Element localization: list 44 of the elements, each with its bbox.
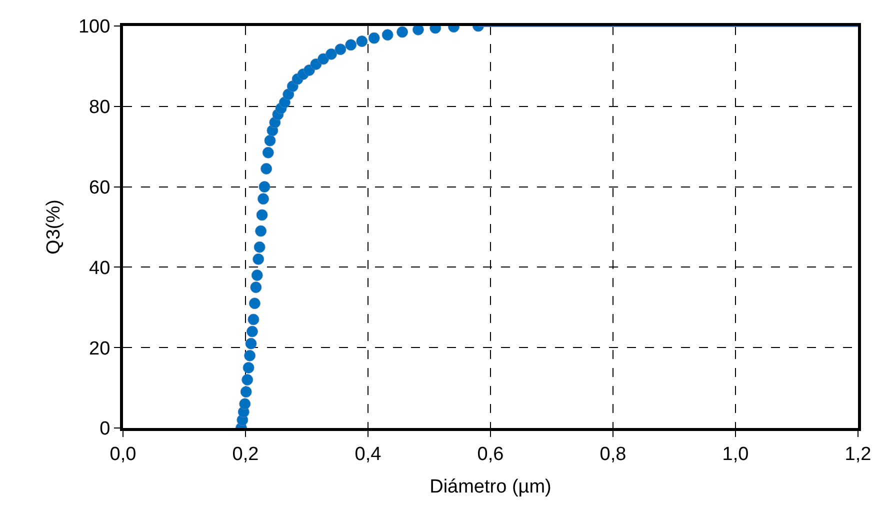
x-tick-label: 0,2 — [232, 444, 259, 465]
x-tick-label: 0,6 — [477, 444, 504, 465]
y-tick-label: 40 — [89, 258, 110, 279]
point — [345, 39, 357, 51]
point — [246, 326, 258, 338]
point — [326, 48, 337, 60]
point — [248, 314, 260, 326]
point — [356, 36, 368, 48]
x-tick-label: 1,2 — [844, 444, 872, 465]
point — [258, 193, 270, 205]
y-tick-label: 60 — [89, 177, 110, 198]
point — [396, 26, 408, 38]
point — [251, 269, 263, 281]
x-axis-title: Diámetro (µm) — [430, 476, 552, 498]
y-tick-label: 0 — [100, 418, 110, 440]
x-tick-label: 0,8 — [600, 444, 626, 465]
y-tick-label: 80 — [89, 97, 110, 118]
point — [264, 134, 276, 146]
point — [242, 362, 254, 374]
point — [412, 26, 424, 36]
point — [260, 162, 272, 174]
point — [240, 386, 252, 398]
point — [254, 241, 266, 253]
x-tick-label: 0,4 — [354, 444, 382, 465]
point — [382, 29, 394, 41]
point — [245, 338, 257, 350]
point — [250, 282, 262, 294]
point — [242, 374, 254, 386]
x-tick-label: 0,0 — [110, 444, 136, 465]
point — [239, 398, 251, 410]
y-axis-title: Q3(%) — [43, 200, 64, 254]
point — [256, 209, 268, 221]
point — [262, 146, 274, 158]
point — [334, 44, 346, 56]
y-tick-label: 20 — [89, 338, 110, 360]
point — [252, 253, 264, 265]
point — [258, 181, 270, 193]
x-tick-label: 1,0 — [722, 444, 749, 465]
point — [248, 298, 260, 310]
point — [368, 32, 380, 44]
y-tick-label: 100 — [78, 16, 110, 38]
point — [255, 225, 267, 237]
point — [244, 350, 256, 362]
point — [282, 88, 294, 100]
